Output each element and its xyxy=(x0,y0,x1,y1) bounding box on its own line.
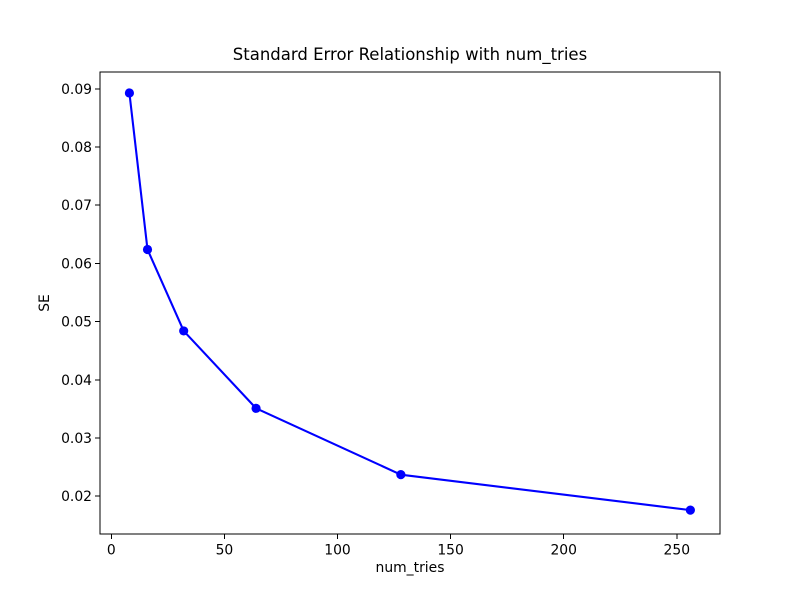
y-axis-label: SE xyxy=(37,294,53,312)
y-tick-label: 0.04 xyxy=(61,373,92,389)
x-tick-label: 200 xyxy=(550,543,577,559)
y-tick-label: 0.02 xyxy=(61,489,92,505)
data-point xyxy=(396,470,406,480)
data-point xyxy=(124,88,135,98)
chart-title: Standard Error Relationship with num_tri… xyxy=(232,45,588,64)
data-point xyxy=(251,403,261,413)
x-tick-label: 50 xyxy=(216,543,234,559)
x-tick-label: 250 xyxy=(664,543,691,559)
data-point xyxy=(685,505,695,515)
axes-frame xyxy=(99,71,721,535)
data-line xyxy=(128,92,691,512)
x-axis-label: num_tries xyxy=(375,560,445,576)
x-tick-label: 150 xyxy=(437,543,464,559)
data-point xyxy=(179,326,189,336)
y-tick-label: 0.09 xyxy=(61,82,92,98)
x-tick-label: 100 xyxy=(324,543,351,559)
y-tick-label: 0.05 xyxy=(61,315,92,331)
y-tick-label: 0.03 xyxy=(61,431,92,447)
data-point xyxy=(142,244,153,255)
y-tick-label: 0.07 xyxy=(61,198,92,214)
y-tick-label: 0.08 xyxy=(61,140,92,156)
y-tick-label: 0.06 xyxy=(61,256,92,272)
x-tick-label: 0 xyxy=(107,543,116,559)
